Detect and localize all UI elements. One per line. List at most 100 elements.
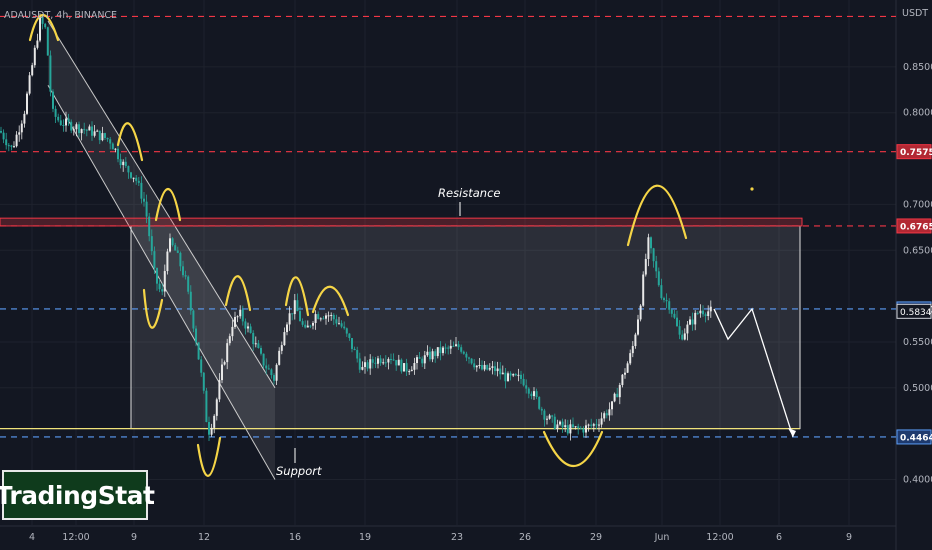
candle-body [299, 311, 301, 322]
symbol-title: ADAUSDT, 4h, BINANCE [4, 10, 117, 21]
candle-body [449, 345, 452, 349]
candle-body [429, 351, 431, 360]
candle-body [213, 415, 216, 428]
candle-body [460, 347, 463, 352]
candle-body [114, 148, 117, 150]
candle-body [163, 271, 166, 292]
x-tick-3: 12 [198, 532, 210, 543]
candles [0, 13, 712, 441]
x-tick-9: Jun [654, 532, 670, 543]
candle-body [93, 131, 96, 136]
candle-body [644, 258, 647, 275]
candle-body [481, 365, 483, 370]
candle-body [23, 113, 26, 124]
candle-body [127, 166, 130, 173]
candle-body [382, 362, 385, 364]
candle-body [403, 363, 405, 372]
candle-body [293, 300, 296, 315]
candle-body [475, 365, 478, 368]
candle-body [535, 391, 538, 398]
candle-body [543, 410, 546, 420]
candle-body [319, 318, 322, 320]
candle-body [182, 266, 184, 276]
candle-body [288, 313, 291, 325]
candle-body [613, 393, 616, 402]
price-badge-label-1: 0.7575 [900, 148, 932, 158]
candle-body [119, 159, 122, 166]
candle-body [117, 148, 119, 160]
candle-body [691, 319, 694, 325]
candle-body [639, 305, 642, 320]
candle-body [707, 311, 710, 317]
candle-body [530, 393, 533, 397]
candle-body [369, 359, 372, 369]
candle-body [473, 363, 476, 368]
candle-body [509, 373, 512, 376]
candle-body [124, 161, 127, 167]
candle-body [418, 357, 421, 359]
time-axis[interactable]: 4 12:00 9 12 16 19 23 26 29 Jun 12:00 6 9 [29, 532, 852, 543]
candle-body [546, 418, 548, 420]
candle-body [413, 363, 416, 370]
candle-body [486, 364, 489, 370]
candle-body [395, 360, 398, 366]
x-tick-10: 12:00 [706, 532, 733, 543]
candle-body [686, 324, 689, 334]
candle-body [527, 388, 530, 394]
candle-body [629, 353, 632, 364]
candle-body [657, 271, 660, 286]
candle-body [340, 323, 343, 327]
candle-body [621, 374, 624, 386]
candle-body [390, 358, 392, 360]
candle-body [702, 310, 704, 315]
currency-label: USDT [902, 8, 928, 19]
candle-body [631, 346, 634, 354]
candle-body [540, 408, 543, 411]
candle-body [44, 23, 47, 28]
candle-body [343, 326, 346, 329]
candle-body [171, 238, 174, 246]
candle-body [291, 313, 294, 315]
candle-body [158, 283, 161, 290]
candle-body [65, 118, 67, 126]
candle-body [0, 131, 2, 133]
candle-body [517, 374, 520, 376]
candle-body [41, 16, 44, 24]
candle-body [140, 182, 143, 199]
price-badge-1 [896, 144, 932, 160]
candle-body [176, 250, 179, 253]
candle-body [533, 391, 535, 397]
candle-body [595, 424, 598, 426]
candle-body [462, 351, 465, 354]
candle-body [470, 358, 473, 364]
candle-body [36, 40, 39, 48]
candle-body [704, 314, 707, 317]
candle-body [668, 301, 671, 310]
candle-body [507, 373, 509, 382]
candle-body [39, 16, 41, 41]
candle-body [488, 367, 491, 370]
candle-body [468, 357, 470, 359]
candle-body [239, 309, 242, 317]
candle-body [265, 365, 268, 369]
candle-body [455, 344, 457, 346]
candle-body [465, 353, 468, 358]
price-badge-label-3: 0.4464 [900, 433, 932, 443]
candle-body [559, 421, 561, 425]
candle-body [709, 306, 712, 312]
candle-body [221, 364, 223, 381]
candle-body [598, 424, 600, 426]
pattern-marker-5 [284, 276, 310, 317]
candle-body [88, 126, 91, 131]
candle-body [652, 248, 655, 262]
candle-body [49, 55, 52, 92]
candle-body [67, 118, 70, 122]
candle-body [249, 326, 252, 333]
pattern-marker-2 [154, 187, 182, 222]
candle-body [551, 415, 554, 417]
candle-body [634, 334, 637, 347]
